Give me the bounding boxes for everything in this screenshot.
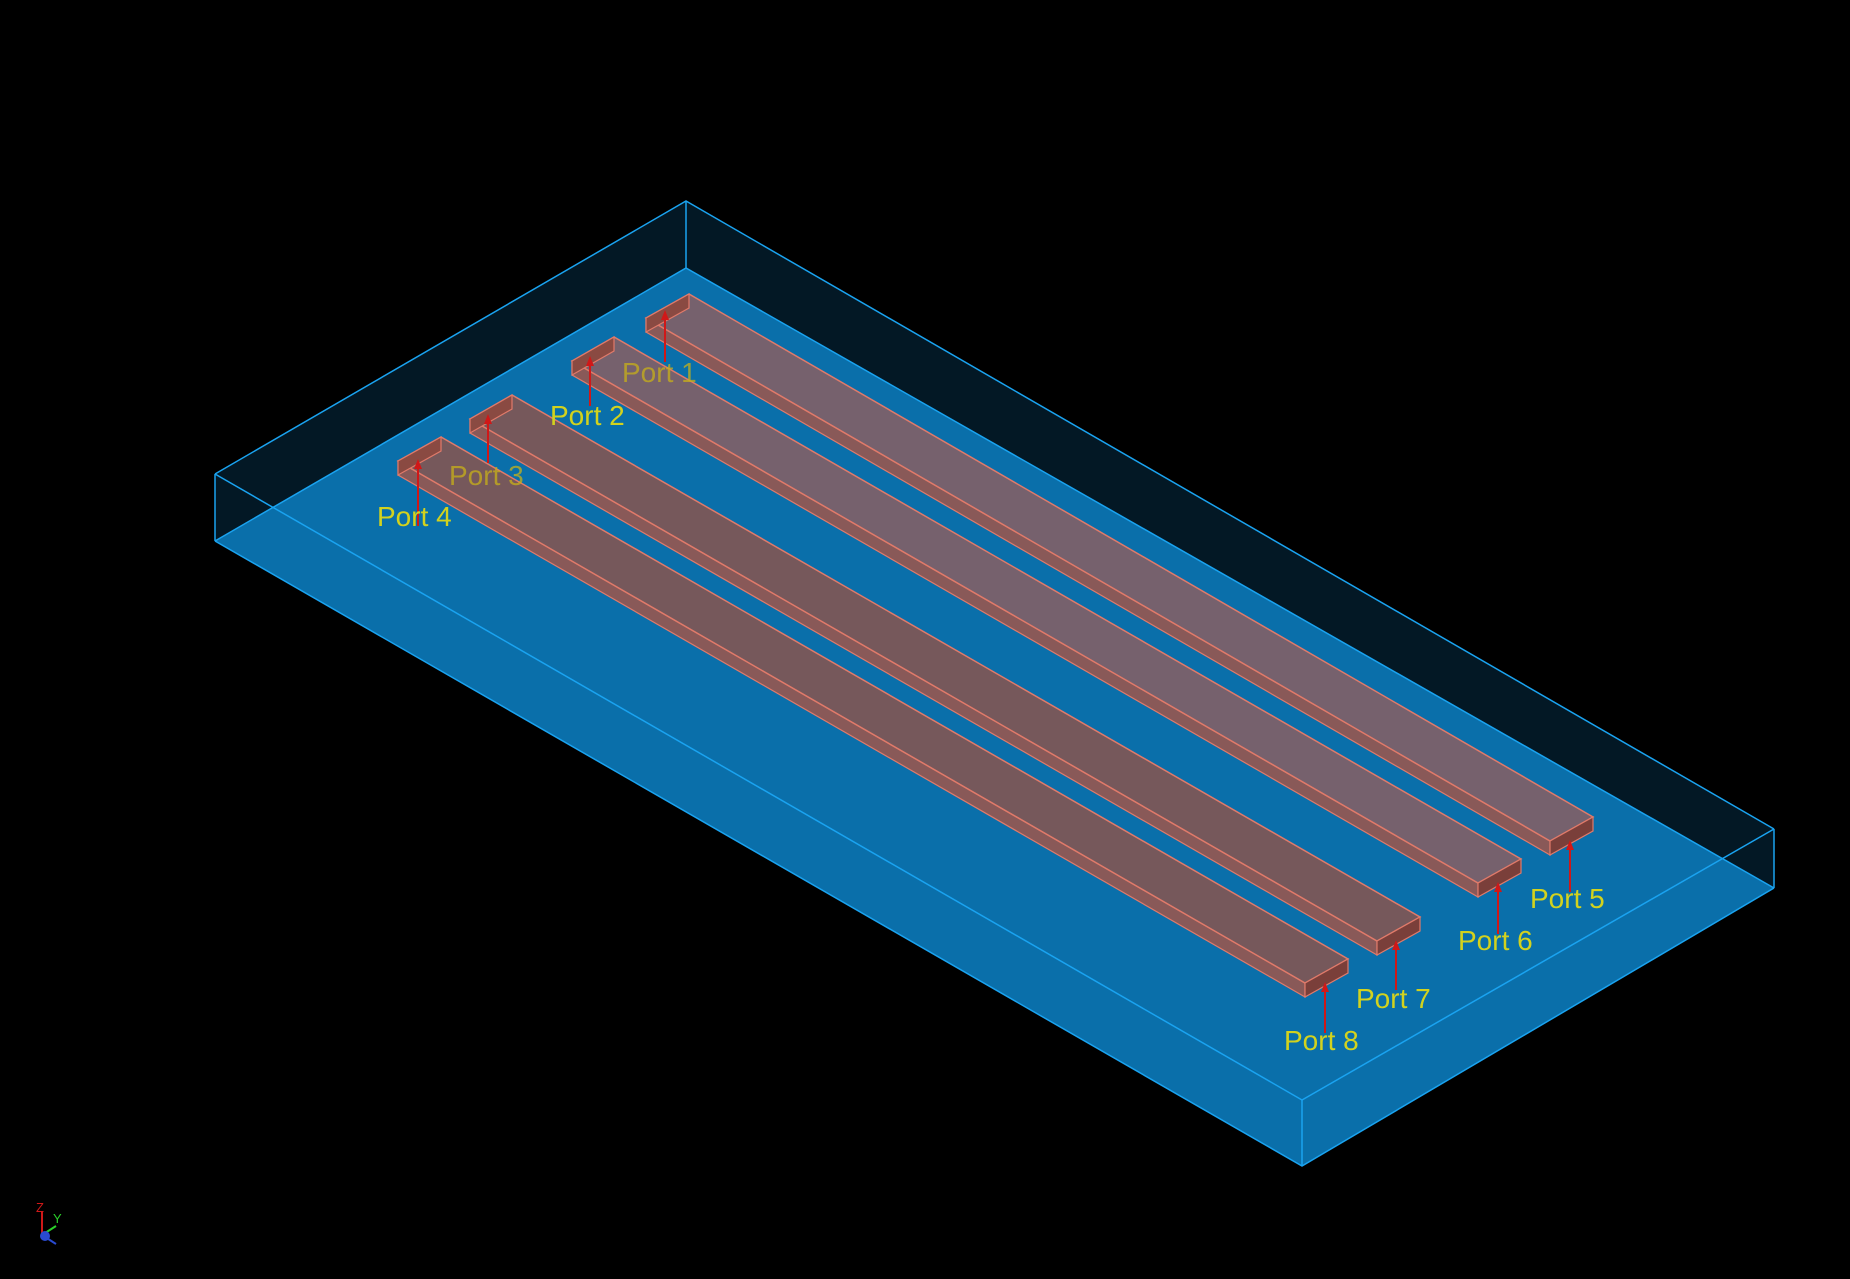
port-2-arrowhead [586,356,594,366]
port-4[interactable]: Port 4 [377,459,452,532]
microstrip-line-4[interactable] [396,435,1350,999]
port-1-arrowhead [661,310,669,320]
triad-origin-icon [40,1231,50,1241]
port-2-label: Port 2 [550,400,625,431]
microstrip-end-face [1477,857,1522,899]
port-6-label: Port 6 [1458,925,1533,956]
triad-y-label: Y [53,1211,62,1226]
port-8[interactable]: Port 8 [1284,982,1359,1056]
microstrip-lines [396,292,1595,999]
port-3-arrowhead [484,414,492,424]
port-6[interactable]: Port 6 [1458,882,1533,956]
microstrip-start-face [571,335,615,377]
microstrip-line-1[interactable] [644,292,1595,857]
port-1[interactable]: Port 1 [622,310,697,388]
port-4-arrowhead [414,459,422,469]
port-3-label: Port 3 [449,460,524,491]
port-7-label: Port 7 [1356,983,1431,1014]
port-7-arrowhead [1392,940,1400,950]
port-2[interactable]: Port 2 [550,356,625,431]
port-3[interactable]: Port 3 [449,414,524,491]
microstrip-start-face [645,292,690,334]
microstrip-line-2[interactable] [570,335,1523,899]
microstrip-line-3[interactable] [468,393,1422,957]
port-5-arrowhead [1566,840,1574,850]
substrate-edges [214,200,1775,1167]
port-5[interactable]: Port 5 [1530,840,1605,914]
microstrip-end-face [1549,815,1594,857]
microstrip-end-face [1304,957,1349,999]
port-8-arrowhead [1321,982,1329,992]
port-5-label: Port 5 [1530,883,1605,914]
port-6-arrowhead [1494,882,1502,892]
triad-z-label: Z [36,1200,44,1215]
port-7[interactable]: Port 7 [1356,940,1431,1014]
port-8-label: Port 8 [1284,1025,1359,1056]
axis-triad[interactable]: Z Y [36,1200,62,1245]
microstrip-end-face [1376,915,1421,957]
port-1-label: Port 1 [622,357,697,388]
port-markers: Port 1 Port 2 Port 3 Port 4 [377,310,1605,1056]
port-4-label: Port 4 [377,501,452,532]
microstrip-start-face [397,435,442,477]
microstrip-start-face [469,393,513,435]
